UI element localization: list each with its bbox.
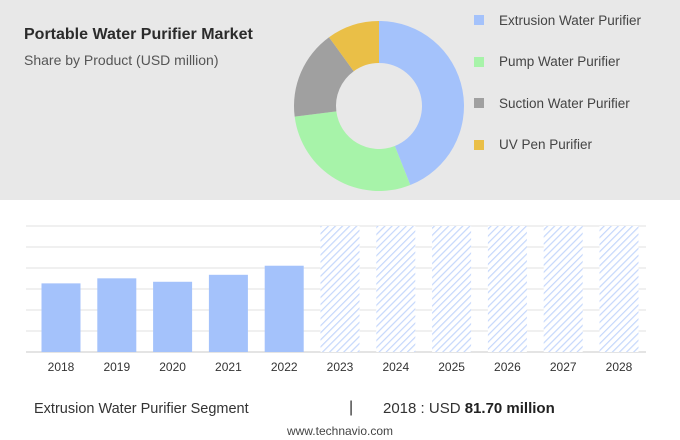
x-tick-label: 2026 xyxy=(494,360,521,374)
footer-separator: | xyxy=(349,399,354,416)
x-tick-label: 2024 xyxy=(382,360,409,374)
chart-subtitle: Share by Product (USD million) xyxy=(24,52,219,68)
legend-item: Suction Water Purifier xyxy=(474,94,641,112)
chart-title: Portable Water Purifier Market xyxy=(24,26,253,43)
donut-chart xyxy=(294,21,465,191)
bar-2020 xyxy=(153,281,193,352)
legend-swatch xyxy=(474,56,484,67)
legend-swatch xyxy=(474,98,484,108)
forecast-bar-2028 xyxy=(599,226,639,352)
donut-slice-uv-pen-purifier xyxy=(329,21,379,72)
legend-label: UV Pen Purifier xyxy=(499,137,593,152)
forecast-bar-2024 xyxy=(376,226,416,352)
legend-item: Pump Water Purifier xyxy=(474,53,641,71)
forecast-bar-2025 xyxy=(432,226,472,352)
bar-2022 xyxy=(264,265,304,352)
x-tick-label: 2025 xyxy=(438,360,465,374)
segment-label: Extrusion Water Purifier Segment xyxy=(34,401,249,417)
bar-2018 xyxy=(41,283,81,352)
x-tick-label: 2023 xyxy=(327,360,354,374)
donut-slice-extrusion-water-purifier xyxy=(379,21,465,186)
legend: Extrusion Water Purifier Pump Water Purif… xyxy=(474,11,641,177)
legend-swatch xyxy=(474,139,484,150)
forecast-bar-2026 xyxy=(487,226,527,352)
x-tick-label: 2019 xyxy=(103,360,130,374)
legend-label: Pump Water Purifier xyxy=(499,54,621,69)
forecast-bar-2027 xyxy=(543,226,583,352)
segment-value: 2018 : USD 81.70 million xyxy=(383,400,555,417)
x-tick-label: 2018 xyxy=(48,360,75,374)
donut-slice-suction-water-purifier xyxy=(294,37,354,117)
legend-label: Suction Water Purifier xyxy=(499,95,630,111)
legend-swatch xyxy=(474,15,484,25)
bar-2021 xyxy=(208,274,248,352)
segment-year-prefix: 2018 : USD xyxy=(383,400,465,417)
legend-item: UV Pen Purifier xyxy=(474,136,641,154)
x-tick-label: 2021 xyxy=(215,360,242,374)
bar-chart: 2018 2019 2020 2021 2022 2023 2024 2025 2026 2027… xyxy=(26,225,646,374)
x-tick-label: 2027 xyxy=(550,360,577,374)
bar-2019 xyxy=(97,278,137,352)
x-tick-label: 2022 xyxy=(271,360,298,374)
x-tick-label: 2028 xyxy=(606,360,633,374)
legend-label: Extrusion Water Purifier xyxy=(499,12,642,28)
website-link[interactable]: www.technavio.com xyxy=(286,424,394,438)
x-tick-label: 2020 xyxy=(159,360,186,374)
donut-slice-pump-water-purifier xyxy=(294,111,411,191)
legend-item: Extrusion Water Purifier xyxy=(474,11,641,29)
segment-value-amount: 81.70 million xyxy=(464,400,555,417)
forecast-bar-2023 xyxy=(320,226,360,352)
